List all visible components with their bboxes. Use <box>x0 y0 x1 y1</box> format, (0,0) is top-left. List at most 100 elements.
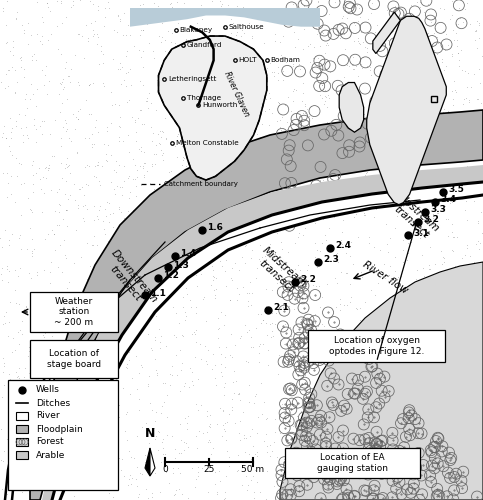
Point <box>40 412 48 420</box>
Point <box>366 240 373 248</box>
Point <box>388 445 396 453</box>
Point <box>126 148 133 156</box>
Point <box>94 33 101 41</box>
Point <box>109 388 117 396</box>
Point <box>340 438 348 446</box>
Point <box>427 85 435 93</box>
Point <box>254 102 261 110</box>
Point <box>91 391 99 399</box>
Point <box>217 0 225 4</box>
Point <box>69 412 76 420</box>
Point <box>5 142 13 150</box>
Point <box>129 174 137 182</box>
Point <box>297 146 305 154</box>
Point <box>314 0 322 4</box>
Point <box>95 6 102 14</box>
Text: 1.6: 1.6 <box>207 224 223 232</box>
Point <box>101 4 109 12</box>
Point <box>109 209 117 217</box>
Point <box>157 94 165 102</box>
Point <box>107 350 115 358</box>
Point <box>302 151 310 159</box>
Point <box>156 344 164 352</box>
Point <box>118 191 126 199</box>
Point <box>209 350 217 358</box>
Point <box>18 21 26 29</box>
Point <box>57 50 65 58</box>
Point <box>148 406 156 414</box>
Point <box>417 45 425 53</box>
Point <box>24 40 32 48</box>
Point <box>360 211 368 219</box>
Point <box>293 450 300 458</box>
Point <box>99 376 107 384</box>
Point <box>267 170 274 178</box>
Point <box>100 140 108 148</box>
Point <box>282 484 290 492</box>
Point <box>385 296 393 304</box>
Point <box>197 340 204 348</box>
Point <box>351 370 358 378</box>
Point <box>15 158 23 166</box>
Point <box>26 204 34 212</box>
Point <box>340 12 347 20</box>
Point <box>290 60 298 68</box>
Point <box>176 184 184 192</box>
Point <box>266 59 274 67</box>
Point <box>175 220 183 228</box>
Point <box>141 171 148 179</box>
Point <box>217 129 225 137</box>
Point <box>277 238 285 246</box>
Point <box>388 378 396 386</box>
Point <box>51 379 58 387</box>
Point <box>88 304 96 312</box>
Point <box>441 153 449 161</box>
Point <box>445 292 453 300</box>
Point <box>206 420 213 428</box>
Point <box>319 420 327 428</box>
Point <box>86 262 94 270</box>
Point <box>248 289 256 297</box>
Point <box>0 382 8 390</box>
Point <box>180 86 188 94</box>
Point <box>0 234 4 241</box>
Point <box>197 194 204 202</box>
Point <box>411 345 418 353</box>
Point <box>373 124 381 132</box>
Point <box>136 32 144 40</box>
Point <box>399 391 407 399</box>
Point <box>57 159 65 167</box>
Point <box>88 484 96 492</box>
Point <box>299 198 307 206</box>
Point <box>273 454 281 462</box>
Point <box>296 66 304 74</box>
Point <box>137 361 144 369</box>
Point <box>428 450 436 458</box>
Point <box>462 350 470 358</box>
Point <box>28 370 35 378</box>
Point <box>262 414 270 422</box>
Point <box>430 104 438 112</box>
Point <box>412 274 419 282</box>
Point <box>332 120 340 128</box>
Point <box>94 215 101 223</box>
Point <box>305 355 313 363</box>
Point <box>458 66 466 74</box>
Point <box>338 88 346 96</box>
Point <box>122 288 129 296</box>
Point <box>300 412 308 420</box>
Point <box>450 430 458 438</box>
Point <box>199 294 207 302</box>
Point <box>444 232 452 240</box>
Point <box>273 279 281 287</box>
Point <box>127 32 134 40</box>
Point <box>439 392 446 400</box>
Point <box>75 80 83 88</box>
Point <box>164 68 172 76</box>
Point <box>77 252 85 260</box>
Point <box>152 312 159 320</box>
Point <box>249 50 257 58</box>
Point <box>16 326 24 334</box>
Point <box>394 294 401 302</box>
Point <box>365 122 372 130</box>
